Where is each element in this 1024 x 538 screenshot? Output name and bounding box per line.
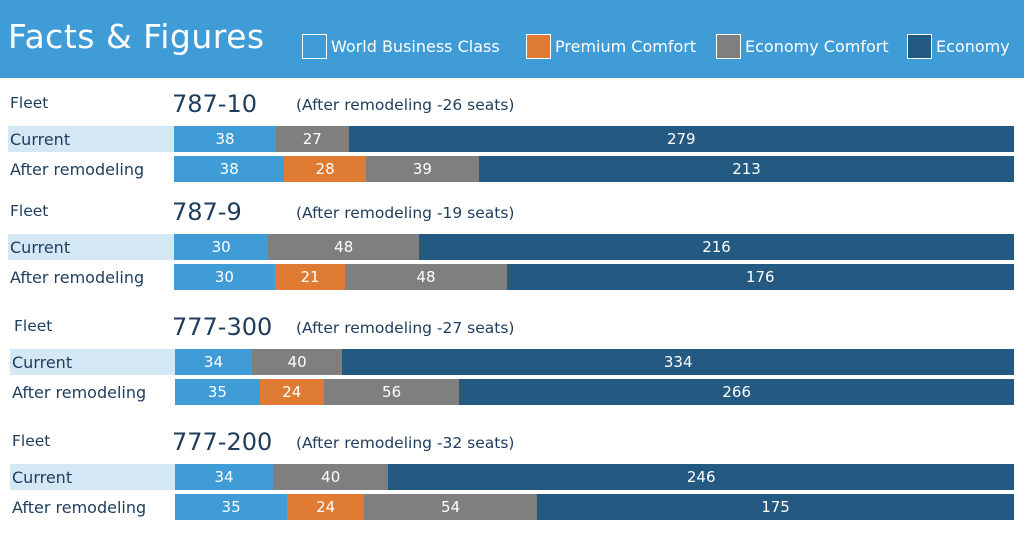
bar-segment-world-business-class: 34: [175, 349, 252, 375]
legend-swatch-economy-comfort: [716, 33, 741, 59]
legend-label: World Business Class: [331, 36, 500, 56]
row-label: After remodeling: [10, 267, 145, 287]
legend-swatch-economy: [907, 33, 932, 59]
bar-segment-economy: 279: [348, 126, 1014, 152]
remodeling-note: (After remodeling -32 seats): [296, 434, 515, 452]
bar-segment-economy: 216: [419, 234, 1014, 260]
bar-segment-world-business-class: 30: [174, 234, 269, 260]
fleet-label: Fleet: [10, 94, 49, 112]
legend-swatch-world-business-class: [302, 33, 327, 59]
bar-segment-world-business-class: 35: [175, 494, 288, 520]
bar-segment-economy-comfort: 56: [323, 379, 460, 405]
bar-segment-world-business-class: 38: [174, 126, 277, 152]
row-label: Current: [10, 349, 175, 375]
bar-segment-world-business-class: 34: [175, 464, 274, 490]
bar-segment-premium-comfort: 24: [287, 494, 365, 520]
bar-segment-world-business-class: 30: [174, 264, 275, 290]
row-label: After remodeling: [12, 382, 147, 402]
aircraft-model: 777-300: [172, 313, 273, 341]
bar-segment-economy-comfort: 40: [251, 349, 343, 375]
legend-item-economy: Economy: [907, 33, 1010, 59]
row-label: Current: [8, 234, 174, 260]
stacked-bar: 35 24 56 266: [175, 379, 1014, 405]
fleet-label: Fleet: [12, 432, 51, 450]
bar-segment-economy: 176: [506, 264, 1014, 290]
bar-segment-premium-comfort: 21: [274, 264, 346, 290]
bar-segment-economy-comfort: 54: [364, 494, 538, 520]
fleet-label: Fleet: [10, 202, 49, 220]
stacked-bar: 30 48 216: [174, 234, 1014, 260]
legend-item-world-business-class: World Business Class: [302, 33, 500, 59]
legend-item-premium-comfort: Premium Comfort: [526, 33, 696, 59]
row-label: Current: [8, 126, 174, 152]
bar-segment-economy-comfort: 48: [345, 264, 507, 290]
stacked-bar: 38 28 39 213: [174, 156, 1014, 182]
aircraft-model: 787-10: [172, 90, 258, 118]
legend-label: Premium Comfort: [555, 36, 697, 56]
bar-segment-economy: 175: [537, 494, 1014, 520]
stacked-bar: 38 27 279: [174, 126, 1014, 152]
page-title: Facts & Figures: [8, 17, 265, 56]
bar-segment-economy-comfort: 39: [365, 156, 480, 182]
bar-segment-economy: 246: [388, 464, 1014, 490]
remodeling-note: (After remodeling -19 seats): [296, 204, 515, 222]
bar-segment-economy: 213: [479, 156, 1014, 182]
legend-swatch-premium-comfort: [526, 33, 551, 59]
fleet-section-787-9: Fleet 787-9 (After remodeling -19 seats) Cu…: [0, 198, 1024, 300]
aircraft-model: 777-200: [172, 428, 273, 456]
bar-segment-economy-comfort: 48: [268, 234, 420, 260]
bar-segment-economy: 334: [342, 349, 1014, 375]
bar-segment-world-business-class: 35: [175, 379, 260, 405]
stacked-bar: 34 40 246: [175, 464, 1014, 490]
stacked-bar: 30 21 48 176: [174, 264, 1014, 290]
aircraft-model: 787-9: [172, 198, 242, 226]
header-banner: Facts & Figures World Business Class Pre…: [0, 0, 1024, 78]
legend-item-economy-comfort: Economy Comfort: [716, 33, 889, 59]
row-label: After remodeling: [10, 159, 145, 179]
fleet-section-777-300: Fleet 777-300 (After remodeling -27 seats)…: [0, 313, 1024, 415]
stacked-bar: 35 24 54 175: [175, 494, 1014, 520]
bar-segment-economy-comfort: 40: [273, 464, 389, 490]
remodeling-note: (After remodeling -27 seats): [296, 319, 515, 337]
fleet-section-777-200: Fleet 777-200 (After remodeling -32 seats)…: [0, 428, 1024, 530]
fleet-label: Fleet: [14, 317, 53, 335]
bar-segment-world-business-class: 38: [174, 156, 285, 182]
row-label: After remodeling: [12, 497, 147, 517]
bar-segment-premium-comfort: 24: [259, 379, 324, 405]
bar-segment-economy-comfort: 27: [276, 126, 349, 152]
legend-label: Economy: [936, 36, 1010, 56]
bar-segment-premium-comfort: 28: [284, 156, 366, 182]
stacked-bar: 34 40 334: [175, 349, 1014, 375]
remodeling-note: (After remodeling -26 seats): [296, 96, 515, 114]
legend-label: Economy Comfort: [745, 36, 889, 56]
fleet-section-787-10: Fleet 787-10 (After remodeling -26 seats) C…: [0, 90, 1024, 192]
bar-segment-economy: 266: [459, 379, 1014, 405]
row-label: Current: [10, 464, 175, 490]
